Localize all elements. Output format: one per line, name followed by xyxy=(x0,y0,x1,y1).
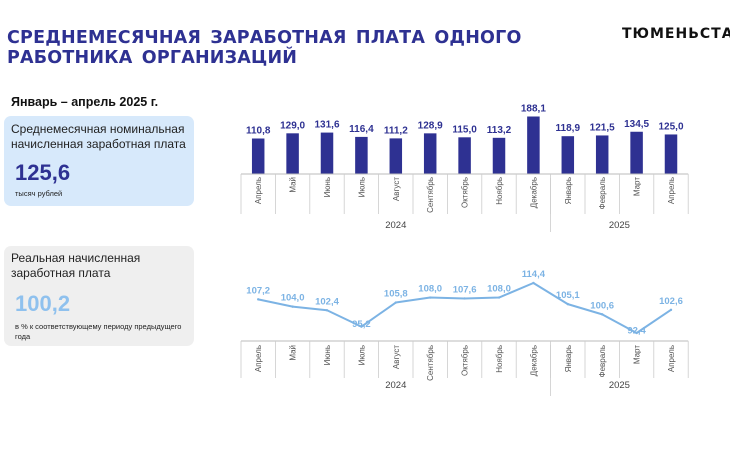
bar-year-label-2024: 2024 xyxy=(385,220,406,231)
bar-value-label-6: 115,0 xyxy=(452,124,477,135)
line-value-label-6: 107,6 xyxy=(453,284,477,295)
line-value-label-8: 114,4 xyxy=(522,269,546,280)
real-wage-unit: в % к соответствующему периоду предыдуще… xyxy=(15,322,182,341)
line-month-label-10: Февраль xyxy=(598,345,607,378)
line-point-12 xyxy=(669,308,673,312)
line-value-label-7: 108,0 xyxy=(487,284,511,295)
line-month-label-0: Апрель xyxy=(254,345,263,372)
line-point-1 xyxy=(291,305,294,308)
period-label: Январь – апрель 2025 г. xyxy=(11,95,159,109)
line-point-2 xyxy=(325,309,329,312)
line-point-9 xyxy=(566,302,569,306)
line-point-0 xyxy=(257,298,260,301)
line-value-label-9: 105,1 xyxy=(556,290,580,301)
bar-10 xyxy=(595,135,609,174)
line-value-label-0: 107,2 xyxy=(246,285,270,296)
nominal-wage-label: Среднемесячная номинальная начисленная з… xyxy=(11,122,186,151)
bar-month-label-9: Январь xyxy=(564,177,573,204)
bar-value-label-7: 113,2 xyxy=(487,125,512,136)
line-value-label-11: 92,4 xyxy=(627,326,646,337)
bar-0 xyxy=(251,138,265,174)
line-year-label-2024: 2024 xyxy=(385,380,406,391)
line-year-label-2025: 2025 xyxy=(609,380,630,391)
nominal-wage-value: 125,6 xyxy=(15,160,71,185)
line-month-label-5: Сентябрь xyxy=(426,345,435,381)
line-month-label-4: Август xyxy=(392,345,401,369)
bar-value-label-3: 116,4 xyxy=(349,124,374,135)
bar-value-label-4: 111,2 xyxy=(384,125,408,136)
line-month-label-8: Декабрь xyxy=(529,345,538,376)
line-point-5 xyxy=(429,296,432,299)
bar-month-label-10: Февраль xyxy=(598,177,607,210)
real-wage-card: Реальная начисленная заработная плата 10… xyxy=(4,246,194,346)
bar-month-label-5: Сентябрь xyxy=(426,177,435,213)
bar-value-label-5: 128,9 xyxy=(418,120,443,131)
bar-8 xyxy=(527,116,540,174)
line-point-8 xyxy=(532,281,535,285)
nominal-wage-unit: тысяч рублей xyxy=(15,189,63,198)
line-point-10 xyxy=(601,313,604,316)
brand-logo-text: ТЮМЕНЬСТАТ xyxy=(622,26,730,42)
line-month-label-2: Июнь xyxy=(323,345,332,365)
line-month-label-7: Ноябрь xyxy=(495,345,504,373)
line-value-label-5: 108,0 xyxy=(418,284,442,295)
bar-1 xyxy=(286,133,299,174)
bar-month-label-7: Ноябрь xyxy=(495,177,504,205)
bar-5 xyxy=(423,133,437,174)
bar-3 xyxy=(355,136,368,174)
bar-7 xyxy=(492,137,506,174)
bar-month-label-0: Апрель xyxy=(254,177,263,204)
line-value-label-4: 105,8 xyxy=(384,289,408,300)
line-point-4 xyxy=(394,301,397,304)
bar-11 xyxy=(630,131,643,174)
bar-value-label-2: 131,6 xyxy=(314,120,339,131)
real-wage-value: 100,2 xyxy=(15,291,71,316)
line-point-3 xyxy=(360,325,363,328)
bar-4 xyxy=(389,138,403,174)
bar-month-label-11: Март xyxy=(633,177,642,196)
line-value-label-2: 102,4 xyxy=(315,296,339,307)
bar-value-label-9: 118,9 xyxy=(556,123,581,134)
bar-9 xyxy=(561,136,575,174)
bar-month-label-1: Май xyxy=(289,177,298,193)
line-month-label-6: Октябрь xyxy=(461,345,470,376)
bar-value-label-0: 110,8 xyxy=(246,126,271,137)
bar-value-label-1: 129,0 xyxy=(280,120,305,131)
line-point-11 xyxy=(635,331,638,335)
real-wage-label: Реальная начисленная заработная плата xyxy=(11,251,141,280)
line-month-label-1: Май xyxy=(289,345,298,361)
line-month-label-11: Март xyxy=(633,345,642,364)
line-value-label-3: 95,2 xyxy=(352,319,371,330)
bar-month-label-8: Декабрь xyxy=(529,177,538,208)
bar-value-label-11: 134,5 xyxy=(624,119,649,130)
line-value-label-1: 104,0 xyxy=(281,293,305,304)
bar-12 xyxy=(664,134,678,174)
line-value-label-10: 100,6 xyxy=(590,300,614,311)
page-title: СРЕДНЕМЕСЯЧНАЯ ЗАРАБОТНАЯ ПЛАТА ОДНОГО Р… xyxy=(7,28,527,68)
bar-2 xyxy=(320,132,334,174)
bar-month-label-3: Июль xyxy=(357,177,366,197)
line-point-6 xyxy=(463,297,466,300)
line-value-label-12: 102,6 xyxy=(659,296,683,307)
bar-month-label-6: Октябрь xyxy=(461,177,470,208)
bar-month-label-12: Апрель xyxy=(667,177,676,204)
bar-month-label-2: Июнь xyxy=(323,177,332,197)
bar-month-label-4: Август xyxy=(392,177,401,201)
bar-6 xyxy=(458,137,471,174)
page-title-line1: СРЕДНЕМЕСЯЧНАЯ ЗАРАБОТНАЯ ПЛАТА ОДНОГО xyxy=(7,28,522,48)
nominal-wage-card: Среднемесячная номинальная начисленная з… xyxy=(4,116,194,206)
line-month-label-12: Апрель xyxy=(667,345,676,372)
bar-value-label-12: 125,0 xyxy=(658,121,683,132)
bar-year-label-2025: 2025 xyxy=(609,220,630,231)
line-month-label-9: Январь xyxy=(564,345,573,372)
page-title-line2: РАБОТНИКА ОРГАНИЗАЦИЙ xyxy=(7,48,298,68)
bar-value-label-10: 121,5 xyxy=(590,122,615,133)
line-point-7 xyxy=(497,296,501,299)
line-month-label-3: Июль xyxy=(357,345,366,365)
bar-value-label-8: 188,1 xyxy=(521,104,546,115)
